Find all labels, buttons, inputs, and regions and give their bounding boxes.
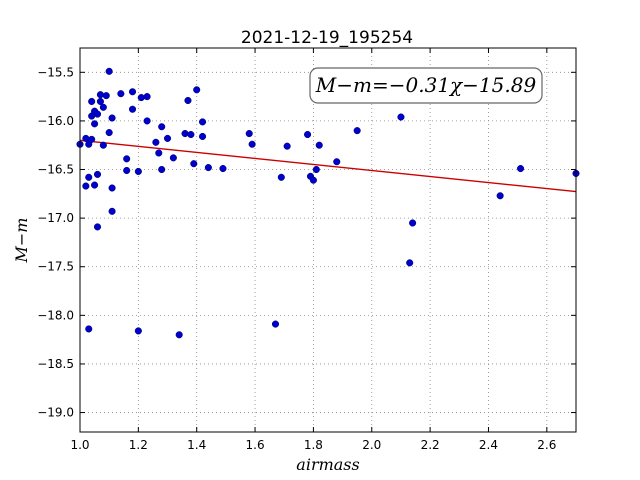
data-point bbox=[496, 192, 504, 200]
data-point bbox=[283, 142, 291, 150]
data-point bbox=[82, 182, 90, 190]
data-point bbox=[155, 149, 163, 157]
y-tick-label: −18.5 bbox=[37, 357, 74, 371]
data-point bbox=[245, 129, 253, 138]
fit-line-group bbox=[79, 139, 577, 193]
data-point bbox=[102, 92, 110, 100]
data-point bbox=[219, 164, 227, 173]
data-point bbox=[315, 141, 323, 149]
data-point bbox=[248, 140, 256, 148]
data-point bbox=[175, 331, 183, 339]
y-tick-label: −16.5 bbox=[37, 163, 74, 177]
y-tick-label: −16.0 bbox=[37, 114, 74, 128]
data-point bbox=[96, 91, 104, 99]
y-axis-ticks: −15.5 −16.0 −16.5 −17.0 −17.5 −18.0 −18.5 −19.0 bbox=[37, 65, 576, 420]
data-point bbox=[198, 118, 207, 126]
data-point bbox=[128, 105, 137, 113]
x-tick-label: 2.2 bbox=[421, 438, 440, 452]
data-point bbox=[105, 67, 113, 75]
data-point bbox=[190, 160, 198, 168]
data-point bbox=[85, 325, 93, 333]
data-point bbox=[271, 320, 280, 328]
fit-line bbox=[79, 139, 577, 193]
data-point bbox=[117, 90, 125, 98]
data-point bbox=[93, 110, 102, 118]
data-point bbox=[96, 97, 104, 106]
data-point bbox=[353, 127, 361, 135]
x-tick-label: 1.6 bbox=[246, 438, 265, 452]
data-point bbox=[304, 130, 312, 139]
data-point bbox=[93, 170, 102, 178]
data-point bbox=[108, 207, 116, 215]
data-point bbox=[406, 259, 414, 267]
data-point bbox=[187, 130, 195, 139]
data-point bbox=[123, 166, 131, 175]
y-tick-label: −18.0 bbox=[37, 308, 74, 322]
y-tick-label: −17.0 bbox=[37, 211, 74, 225]
data-point bbox=[193, 86, 201, 94]
data-point bbox=[105, 129, 113, 137]
data-point bbox=[91, 120, 99, 128]
y-tick-label: −17.5 bbox=[37, 260, 74, 274]
data-point bbox=[99, 141, 107, 149]
data-point bbox=[163, 134, 172, 142]
gridlines bbox=[80, 48, 576, 432]
x-tick-label: 1.4 bbox=[187, 438, 206, 452]
data-point bbox=[82, 134, 90, 142]
data-point bbox=[152, 138, 160, 146]
data-point bbox=[85, 173, 93, 181]
data-point bbox=[108, 114, 116, 122]
data-point bbox=[158, 165, 166, 174]
data-point bbox=[181, 129, 189, 138]
data-point bbox=[198, 132, 207, 141]
chart-title: 2021-12-19_195254 bbox=[241, 28, 413, 48]
x-tick-label: 1.0 bbox=[70, 438, 89, 452]
data-point bbox=[88, 135, 96, 143]
x-axis-label: airmass bbox=[296, 455, 359, 474]
data-point bbox=[108, 184, 116, 192]
y-axis-label: M−m bbox=[12, 218, 31, 264]
plot-frame bbox=[79, 47, 577, 433]
data-point bbox=[91, 181, 99, 189]
data-point bbox=[397, 113, 405, 121]
data-point bbox=[134, 327, 142, 335]
data-point bbox=[143, 117, 151, 125]
x-tick-label: 2.6 bbox=[537, 438, 556, 452]
data-point bbox=[204, 164, 212, 172]
y-tick-label: −19.0 bbox=[37, 406, 74, 420]
data-point bbox=[309, 176, 317, 184]
data-point bbox=[158, 123, 166, 131]
data-point bbox=[99, 103, 107, 111]
data-point bbox=[137, 94, 145, 102]
data-point bbox=[88, 97, 96, 106]
data-point bbox=[123, 155, 131, 163]
data-point bbox=[277, 173, 285, 181]
y-tick-label: −15.5 bbox=[37, 65, 74, 79]
x-tick-label: 2.0 bbox=[362, 438, 381, 452]
data-point bbox=[93, 223, 102, 231]
x-tick-label: 2.4 bbox=[479, 438, 498, 452]
data-point bbox=[312, 165, 320, 174]
data-point bbox=[409, 219, 417, 227]
data-point bbox=[517, 164, 525, 173]
equation-annotation: M−m=−0.31χ−15.89 bbox=[315, 73, 537, 97]
x-tick-label: 1.2 bbox=[129, 438, 148, 452]
data-point bbox=[169, 154, 177, 162]
x-axis-ticks: 1.0 1.2 1.4 1.6 1.8 2.0 2.2 2.4 2.6 bbox=[70, 48, 556, 452]
data-point bbox=[134, 167, 142, 176]
data-point bbox=[128, 88, 137, 96]
data-point bbox=[333, 158, 341, 166]
data-point bbox=[184, 96, 192, 105]
x-tick-label: 1.8 bbox=[304, 438, 323, 452]
data-points bbox=[76, 67, 580, 339]
equation-box bbox=[309, 67, 543, 104]
data-point bbox=[143, 93, 151, 101]
